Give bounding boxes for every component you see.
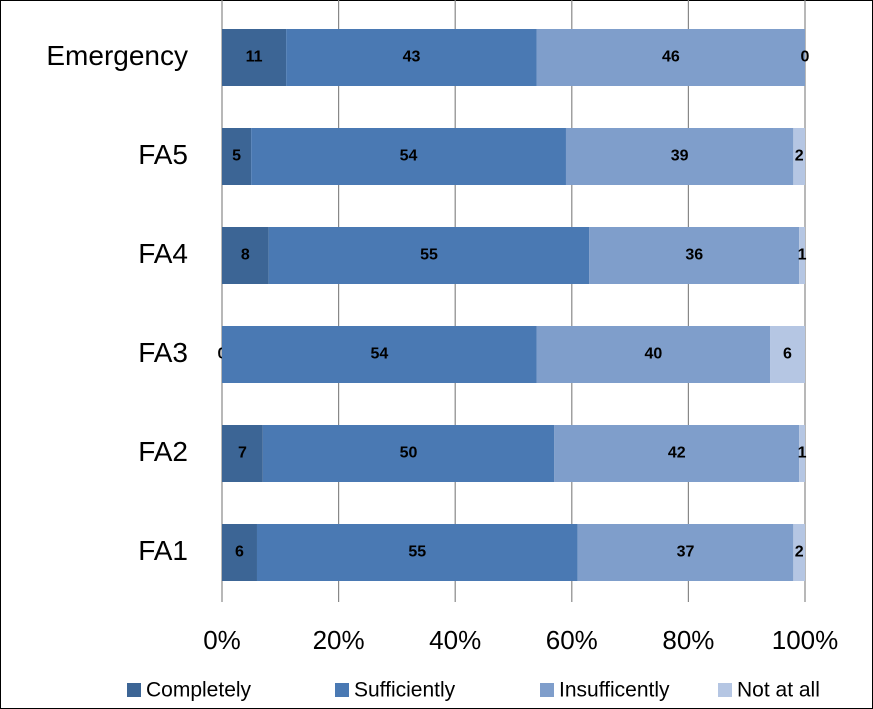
data-label: 1 [798,247,807,264]
legend-swatch [335,683,349,697]
bar-segment [222,227,269,284]
y-tick-label: FA1 [138,535,188,566]
bar-segment [565,128,794,185]
bar-segment [536,29,805,86]
data-label: 0 [801,49,810,66]
bar-segment [799,425,805,482]
bar-segment [793,128,805,185]
data-label: 7 [238,445,247,462]
legend-label: Not at all [737,679,820,702]
bar-segment [793,524,805,581]
bar-segment [286,29,537,86]
bar-segment [222,326,537,383]
x-tick-label: 40% [429,625,481,655]
data-label: 39 [671,148,689,165]
data-label: 40 [645,346,663,363]
x-tick-label: 80% [662,625,714,655]
y-tick-label: FA2 [138,436,188,467]
legend-swatch [718,683,732,697]
x-tick-label: 100% [772,625,839,655]
data-label: 54 [371,346,389,363]
bar-segment [222,524,257,581]
data-label: 37 [677,544,695,561]
bar-segment [554,425,800,482]
data-label: 8 [241,247,250,264]
data-label: 55 [420,247,438,264]
legend-label: Sufficiently [354,679,456,702]
y-tick-label: FA4 [138,238,188,269]
bar-segment [268,227,590,284]
data-label: 6 [235,544,244,561]
bar-segment [222,29,287,86]
data-label: 46 [662,49,680,66]
legend-label: Completely [146,679,252,702]
data-label: 43 [403,49,421,66]
bar-segment [251,128,566,185]
bar-segment [770,326,805,383]
y-tick-label: FA3 [138,337,188,368]
data-label: 5 [232,148,241,165]
bar-segment [222,128,252,185]
data-label: 54 [400,148,418,165]
legend-swatch [540,683,554,697]
data-label: 1 [798,445,807,462]
data-label: 55 [408,544,426,561]
bar-segment [577,524,794,581]
x-tick-label: 20% [313,625,365,655]
bar-segment [222,425,263,482]
bar-segment [262,425,555,482]
bar-segment [589,227,800,284]
data-label: 50 [400,445,418,462]
x-tick-label: 60% [546,625,598,655]
data-label: 6 [783,346,792,363]
bar-segment [799,227,805,284]
data-label: 2 [795,544,804,561]
y-tick-label: FA5 [138,139,188,170]
data-label: 36 [685,247,703,264]
data-label: 2 [795,148,804,165]
data-label: 42 [668,445,686,462]
bar-segment [536,326,771,383]
data-label: 11 [246,49,263,66]
y-tick-label: Emergency [46,40,188,71]
x-tick-label: 0% [203,625,241,655]
legend-label: Insufficently [559,679,670,702]
bar-segment [256,524,578,581]
legend-swatch [127,683,141,697]
